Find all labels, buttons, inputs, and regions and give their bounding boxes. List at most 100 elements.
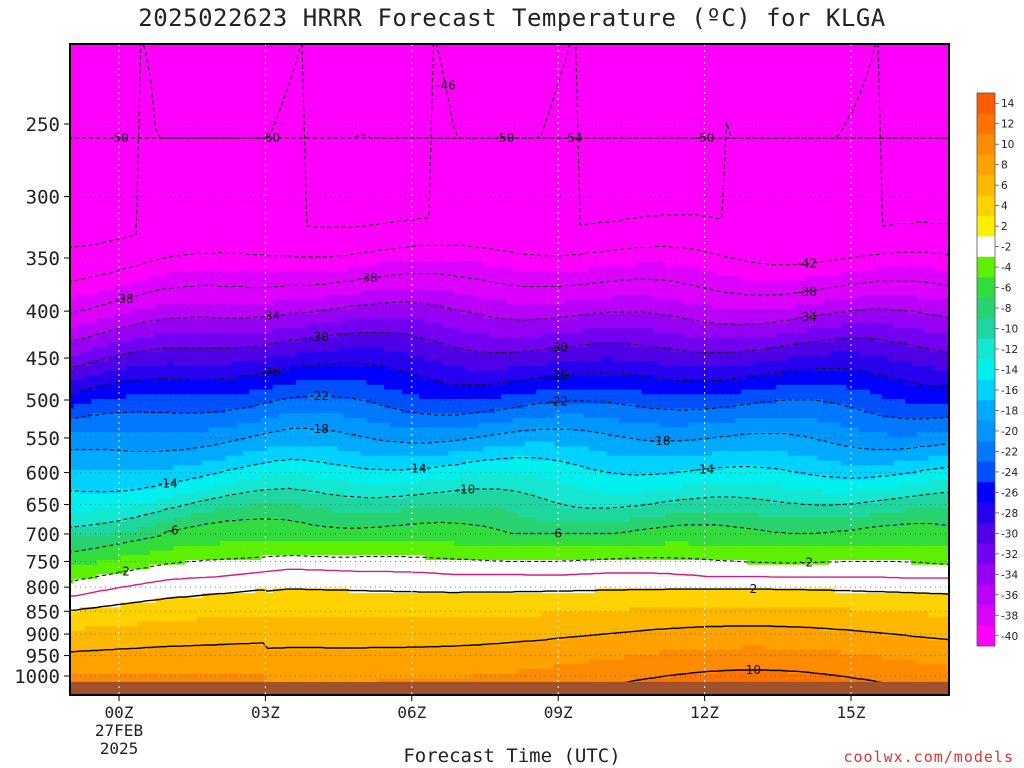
temperature-cell: [220, 583, 227, 589]
temperature-cell: [266, 186, 274, 192]
temperature-cell: [266, 309, 274, 315]
temperature-cell: [73, 489, 81, 495]
temperature-cell: [138, 408, 145, 414]
temperature-cell: [91, 285, 98, 291]
temperature-cell: [162, 25, 169, 30]
temperature-cell: [243, 309, 250, 315]
temperature-cell: [231, 455, 239, 462]
temperature-cell: [149, 110, 157, 116]
temperature-cell: [167, 602, 174, 608]
temperature-cell: [70, 626, 75, 632]
temperature-cell: [126, 35, 133, 40]
temperature-cell: [231, 555, 239, 561]
temperature-cell: [143, 100, 151, 107]
temperature-cell: [120, 313, 127, 320]
temperature-cell: [266, 143, 274, 149]
temperature-cell: [85, 190, 92, 196]
temperature-cell: [202, 214, 209, 220]
temperature-cell: [190, 361, 198, 367]
temperature-cell: [214, 451, 221, 457]
temperature-cell: [143, 148, 151, 154]
temperature-cell: [132, 664, 139, 670]
temperature-cell: [73, 436, 81, 443]
temperature-cell: [91, 171, 98, 178]
temperature-cell: [149, 512, 157, 518]
temperature-cell: [70, 261, 75, 267]
temperature-cell: [79, 361, 86, 367]
temperature-cell: [108, 507, 116, 514]
temperature-cell: [143, 380, 151, 386]
temperature-cell: [126, 503, 133, 509]
temperature-cell: [161, 522, 168, 528]
temperature-cell: [179, 531, 186, 537]
temperature-cell: [237, 384, 245, 391]
temperature-cell: [225, 408, 233, 414]
temperature-cell: [249, 375, 256, 381]
temperature-cell: [132, 152, 139, 159]
temperature-cell: [237, 347, 245, 353]
temperature-cell: [138, 304, 145, 310]
temperature-cell: [167, 441, 174, 447]
temperature-cell: [261, 30, 268, 35]
temperature-cell: [149, 86, 157, 92]
temperature-cell: [225, 77, 233, 83]
temperature-cell: [249, 479, 256, 485]
temperature-cell: [184, 119, 192, 125]
temperature-cell: [91, 659, 98, 665]
temperature-cell: [70, 323, 75, 329]
temperature-cell: [91, 602, 98, 608]
temperature-cell: [85, 86, 92, 92]
temperature-cell: [108, 555, 116, 561]
temperature-cell: [149, 418, 157, 424]
temperature-cell: [73, 384, 81, 391]
temperature-cell: [208, 394, 215, 400]
temperature-cell: [114, 62, 122, 69]
temperature-cell: [208, 328, 215, 334]
temperature-cell: [120, 441, 127, 447]
temperature-cell: [243, 35, 250, 40]
temperature-cell: [91, 413, 98, 419]
temperature-cell: [266, 290, 274, 296]
temperature-cell: [179, 465, 186, 471]
temperature-cell: [220, 304, 227, 310]
temperature-cell: [196, 422, 204, 428]
temperature-cell: [231, 394, 239, 400]
temperature-cell: [225, 186, 233, 192]
temperature-cell: [102, 635, 110, 641]
temperature-cell: [155, 479, 163, 485]
temperature-cell: [126, 550, 133, 556]
temperature-cell: [70, 526, 75, 533]
temperature-cell: [126, 25, 133, 30]
temperature-cell: [97, 522, 104, 528]
temperature-cell: [266, 560, 274, 566]
temperature-cell: [132, 119, 139, 125]
temperature-cell: [255, 588, 262, 594]
temperature-cell: [184, 162, 192, 168]
temperature-cell: [155, 247, 163, 253]
temperature-cell: [249, 328, 256, 334]
temperature-cell: [272, 294, 280, 301]
temperature-cell: [184, 583, 192, 589]
temperature-cell: [225, 522, 233, 528]
temperature-cell: [220, 522, 227, 528]
temperature-cell: [202, 474, 209, 481]
temperature-cell: [231, 451, 239, 457]
temperature-cell: [167, 214, 174, 220]
temperature-cell: [237, 266, 245, 272]
temperature-cell: [132, 668, 139, 675]
temperature-cell: [138, 190, 145, 196]
temperature-cell: [196, 432, 204, 438]
temperature-cell: [190, 574, 198, 580]
temperature-cell: [249, 35, 256, 40]
temperature-cell: [190, 252, 198, 258]
temperature-cell: [225, 560, 233, 566]
temperature-cell: [91, 332, 98, 339]
temperature-cell: [70, 436, 75, 443]
temperature-cell: [261, 100, 268, 107]
temperature-cell: [167, 436, 174, 443]
temperature-cell: [196, 129, 204, 135]
temperature-cell: [190, 313, 198, 320]
temperature-cell: [102, 422, 110, 428]
temperature-cell: [70, 62, 75, 69]
temperature-cell: [214, 214, 221, 220]
